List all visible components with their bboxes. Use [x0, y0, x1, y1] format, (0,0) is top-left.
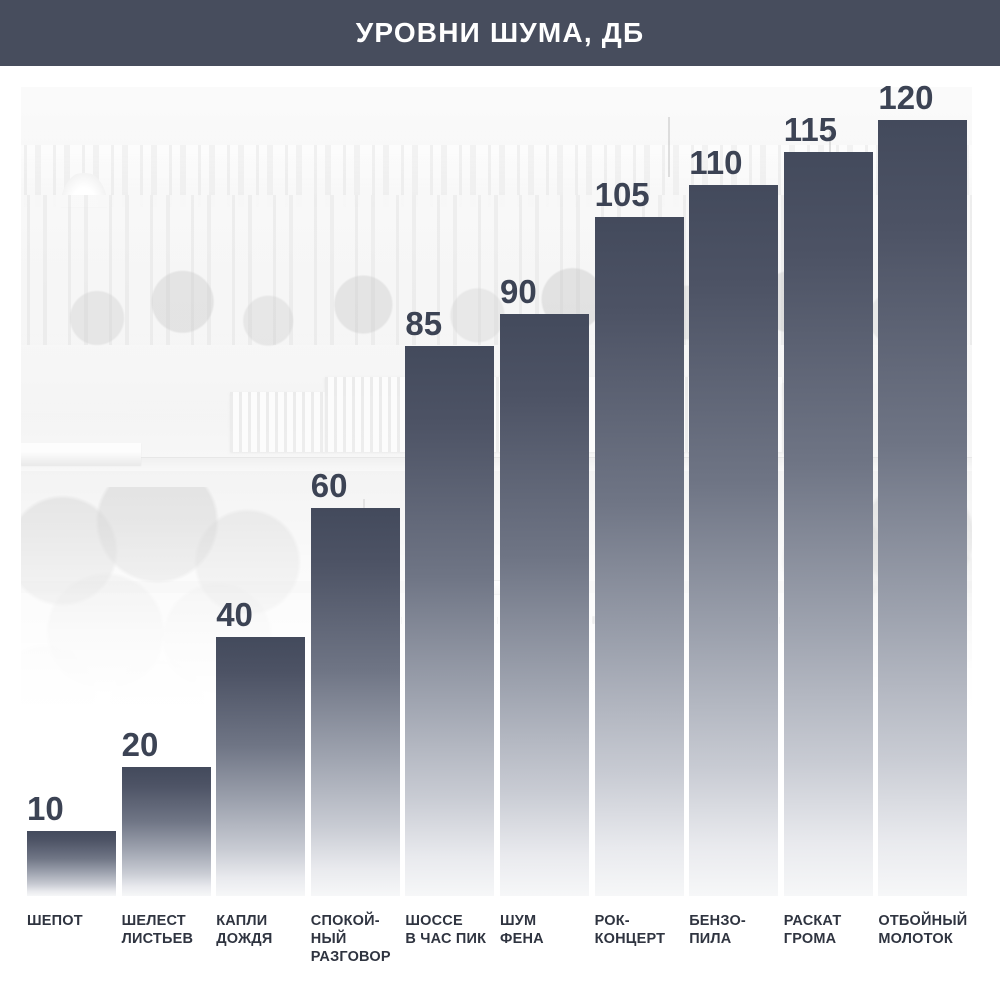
bar-group: 85 ШОССЕ В ЧАС ПИК [405, 0, 496, 1000]
bar-category-label-line: ГРОМА [783, 931, 837, 948]
bar-value-label: 85 [405, 305, 443, 343]
bar-value-label: 115 [783, 111, 838, 149]
bar-group: 120 ОТБОЙНЫЙ МОЛОТОК [878, 0, 969, 1000]
bar-category-label-line: ОТБОЙНЫЙ [878, 913, 968, 929]
bar-category-label-line: ШОССЕ [405, 913, 463, 929]
bar-category-label: РАСКАТ ГРОМА [784, 912, 875, 1000]
bar-category-label-line: ФЕНА [500, 931, 544, 948]
bar-group: 105 РОК- КОНЦЕРТ [594, 0, 686, 1000]
header-bar: УРОВНИ ШУМА, ДБ [0, 0, 1000, 66]
bar-value-label: 10 [27, 790, 64, 828]
bar[interactable] [27, 831, 116, 896]
bar-group: 90 ШУМ ФЕНА [500, 0, 589, 1000]
bar-category-label-line: РОК- [594, 913, 630, 929]
bar[interactable] [310, 507, 400, 896]
bar-category-label-line: ЛИСТЬЕВ [121, 931, 194, 948]
bar-category-label: ШУМ ФЕНА [500, 912, 591, 1000]
bar-group: 40 КАПЛИ ДОЖДЯ [216, 0, 307, 1000]
bar-category-label: ШЕЛЕСТ ЛИСТЬЕВ [122, 912, 213, 1000]
bar-category-label: КАПЛИ ДОЖДЯ [216, 912, 307, 1000]
bar-category-label-line: ШЕПОТ [27, 913, 83, 929]
bar[interactable] [783, 152, 873, 896]
bar-value-label: 60 [310, 466, 348, 504]
bar-category-label-line: ПИЛА [689, 931, 732, 948]
bar-category-label-line: РАЗГОВОР [310, 949, 391, 966]
bar-value-label: 90 [500, 272, 537, 310]
bar-group: 20 ШЕЛЕСТ ЛИСТЬЕВ [121, 0, 213, 1000]
bar-group: 10 ШЕПОТ [27, 0, 116, 1000]
bar-group: 110 БЕНЗО- ПИЛА [689, 0, 780, 1000]
bar-category-label: ШОССЕ В ЧАС ПИК [405, 912, 496, 1000]
bar[interactable] [689, 184, 779, 896]
bar-category-label: БЕНЗО- ПИЛА [689, 912, 780, 1000]
bar[interactable] [216, 637, 306, 896]
bar-value-label: 105 [594, 175, 650, 213]
page-title: УРОВНИ ШУМА, ДБ [355, 17, 645, 48]
bar-category-label-line: ШУМ [500, 913, 537, 929]
bar[interactable] [405, 346, 495, 896]
bar-category-label-line: КОНЦЕРТ [594, 931, 666, 948]
bar-category-label: ШЕПОТ [27, 912, 118, 1000]
bar[interactable] [121, 766, 211, 896]
bar[interactable] [500, 313, 589, 896]
bar-value-label: 120 [878, 78, 934, 116]
bar-category-label: СПОКОЙ- НЫЙ РАЗГОВОР [311, 912, 402, 1000]
bar-value-label: 110 [689, 143, 743, 181]
bar-category-label-line: БЕНЗО- [689, 913, 746, 929]
bar-category-label-line: РАСКАТ [783, 913, 842, 929]
bar-category-label-line: НЫЙ [310, 931, 347, 948]
bar-category-label-line: МОЛОТОК [878, 931, 953, 948]
bar[interactable] [878, 119, 968, 896]
bar-category-label-line: ДОЖДЯ [216, 931, 273, 948]
bar-category-label: ОТБОЙНЫЙ МОЛОТОК [878, 912, 969, 1000]
bar-value-label: 20 [121, 725, 159, 763]
bar-group: 60 СПОКОЙ- НЫЙ РАЗГОВОР [310, 0, 402, 1000]
bar-value-label: 40 [216, 596, 253, 634]
bar-group: 115 РАСКАТ ГРОМА [783, 0, 875, 1000]
bar-category-label-line: В ЧАС ПИК [405, 931, 487, 948]
bar[interactable] [594, 216, 684, 896]
bar-category-label-line: КАПЛИ [216, 913, 268, 929]
bar-category-label-line: ШЕЛЕСТ [121, 913, 186, 929]
bar-category-label: РОК- КОНЦЕРТ [595, 912, 686, 1000]
bar-category-label-line: СПОКОЙ- [310, 913, 380, 929]
